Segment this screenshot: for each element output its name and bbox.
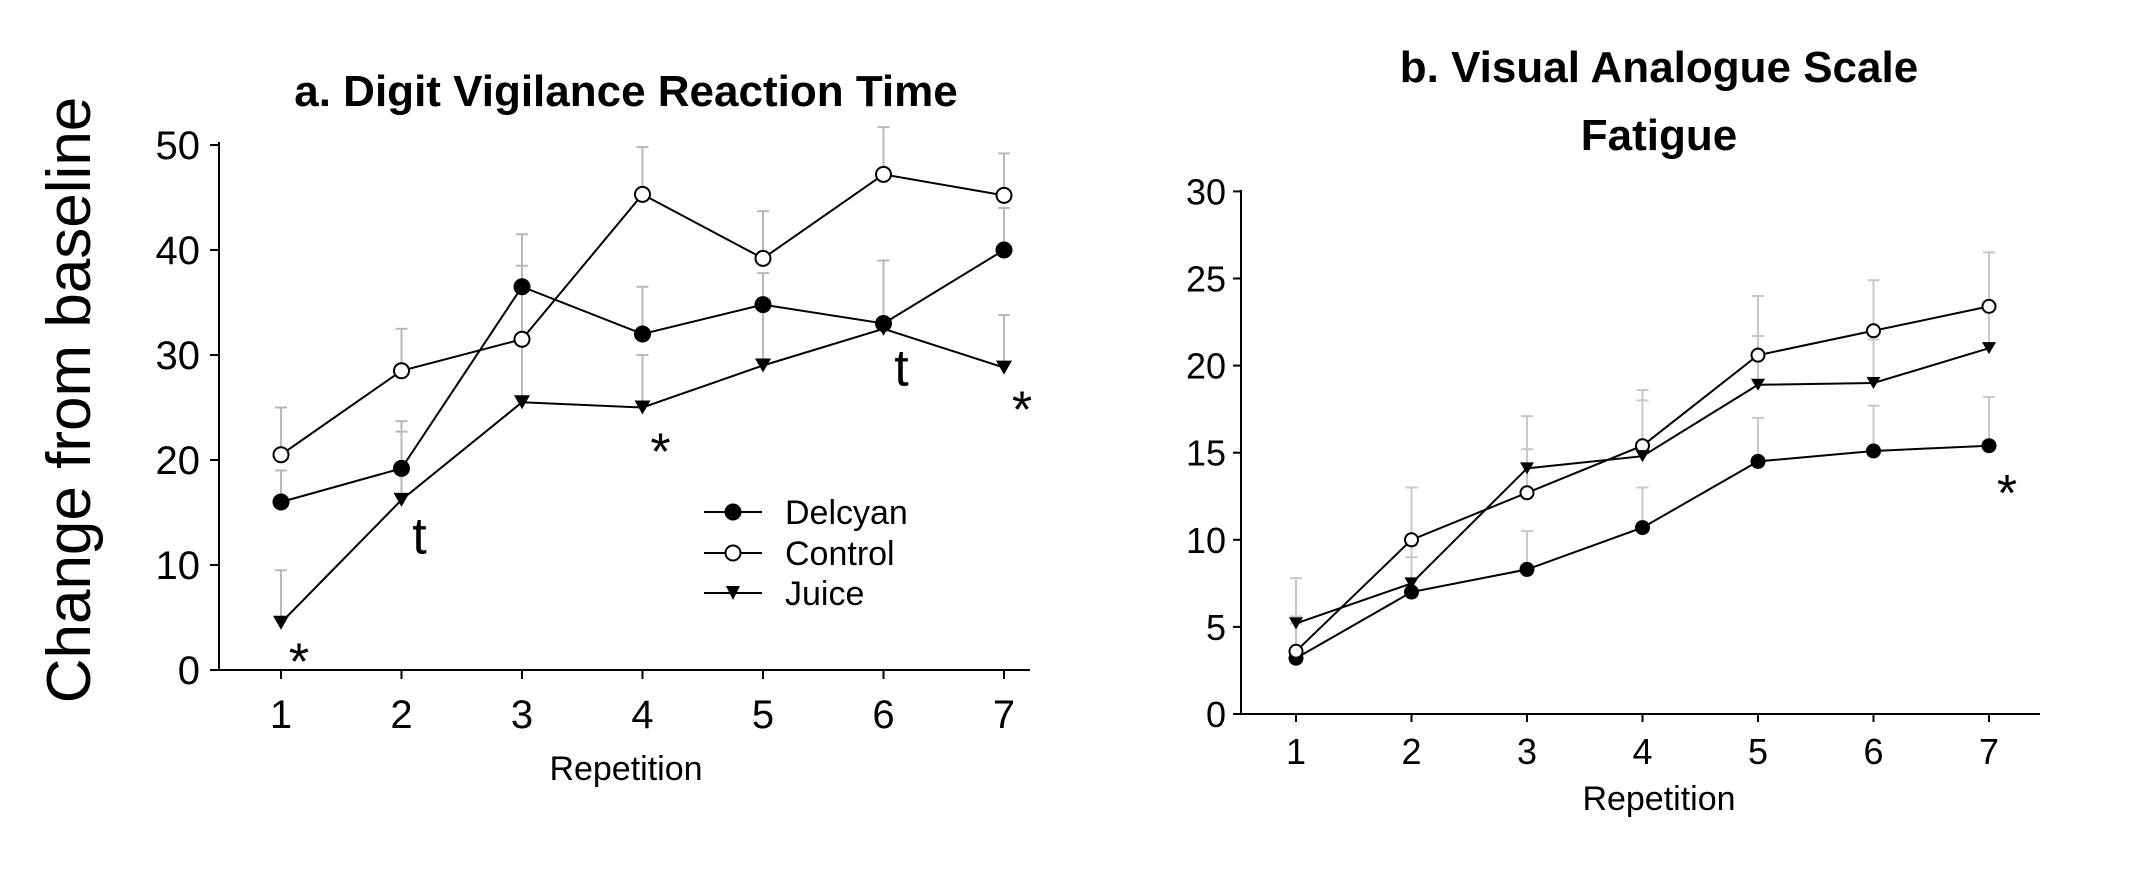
panel-b-juice-point — [1751, 378, 1765, 391]
panel-b-y-tick-label: 0 — [1206, 694, 1226, 735]
panel-a-delcyan-point — [272, 493, 290, 511]
panel-a-significance-marker: * — [289, 634, 309, 692]
panel-a-x-tick-label: 1 — [270, 693, 292, 737]
panel-a-control-point — [634, 185, 651, 203]
panel-a-significance-marker: t — [894, 340, 909, 398]
panel-b-y-tick-label: 25 — [1186, 259, 1226, 300]
legend-delcyan-label: Delcyan — [785, 494, 908, 532]
panel-b-visual-analogue-scale: b. Visual Analogue Scale Fatigue Repetit… — [1186, 43, 2040, 818]
panel-a-x-tick-label: 4 — [631, 693, 653, 737]
panel-a-y-tick-label: 50 — [156, 124, 201, 168]
panel-b-y-tick-label: 30 — [1186, 171, 1226, 212]
panel-b-control-point — [1288, 643, 1304, 659]
legend-delcyan-marker — [724, 503, 742, 521]
panel-b-x-tick-label: 6 — [1863, 731, 1883, 772]
panel-a-y-tick-label: 0 — [178, 649, 200, 693]
panel-a-control-point — [754, 249, 772, 267]
panel-a-juice-point — [393, 492, 410, 507]
panel-a-x-tick-label: 7 — [993, 693, 1015, 737]
panel-b-x-tick-label: 7 — [1979, 731, 1999, 772]
panel-a-juice-point — [996, 360, 1012, 375]
panel-a-significance-marker: t — [412, 508, 427, 566]
panel-b-delcyan-point — [1519, 561, 1535, 577]
panel-a-delcyan-point — [513, 278, 531, 296]
panel-b-x-tick-label: 1 — [1286, 731, 1306, 772]
panel-b-control-point — [1866, 323, 1881, 339]
panel-b-delcyan-point — [1635, 520, 1650, 536]
panel-a-juice-point — [634, 400, 651, 415]
panel-a-control-point — [513, 330, 531, 348]
panel-b-juice-point — [1404, 577, 1419, 590]
panel-a-x-tick-label: 3 — [511, 693, 533, 737]
panel-a-control-point — [272, 446, 290, 464]
panel-a-juice-point — [273, 615, 289, 630]
panel-b-y-tick-label: 15 — [1186, 433, 1226, 474]
panel-a-y-tick-label: 40 — [156, 229, 201, 273]
panel-a-legend: Delcyan Control Juice — [704, 494, 908, 613]
panel-b-juice-point — [1866, 377, 1881, 390]
panel-b-x-tick-label: 5 — [1748, 731, 1768, 772]
panel-b-y-tick-label: 10 — [1186, 520, 1226, 561]
panel-b-x-tick-label: 3 — [1517, 731, 1537, 772]
panel-a-x-tick-label: 5 — [752, 693, 774, 737]
legend-juice-label: Juice — [785, 575, 864, 613]
panel-a-juice-point — [514, 395, 530, 410]
panel-a-x-axis-label: Repetition — [549, 750, 702, 788]
panel-b-y-tick-label: 20 — [1186, 346, 1226, 387]
panel-b-delcyan-point — [1981, 438, 1997, 454]
panel-b-juice-point — [1289, 617, 1303, 630]
panel-a-juice-point — [755, 358, 771, 373]
legend-juice-marker — [726, 586, 740, 600]
panel-b-x-tick-label: 4 — [1632, 731, 1652, 772]
panel-a-delcyan-point — [754, 296, 772, 314]
panel-a-y-axis-label: Change from baseline — [35, 97, 104, 704]
panel-a-control-point — [875, 165, 892, 183]
panel-a-title: a. Digit Vigilance Reaction Time — [294, 67, 957, 116]
panel-b-juice-point — [1520, 462, 1534, 475]
panel-a-x-tick-label: 2 — [390, 693, 412, 737]
panel-a-control-point — [995, 186, 1013, 204]
panel-b-x-tick-label: 2 — [1401, 731, 1421, 772]
panel-b-control-point — [1750, 347, 1766, 363]
panel-a-delcyan-point — [393, 459, 410, 477]
panel-a-significance-marker: * — [1012, 382, 1032, 440]
panel-a-control-point — [393, 362, 410, 380]
panel-b-significance-marker: * — [1997, 465, 2017, 523]
panel-a-x-tick-label: 6 — [872, 693, 894, 737]
panel-b-title: b. Visual Analogue Scale — [1400, 43, 1918, 92]
legend-control-label: Control — [785, 535, 895, 573]
panel-a-juice-point — [875, 321, 892, 336]
panel-b-subtitle: Fatigue — [1581, 111, 1737, 160]
panel-b-control-point — [1981, 298, 1997, 314]
panel-b-delcyan-point — [1750, 453, 1766, 469]
panel-a-delcyan-point — [634, 325, 651, 343]
panel-a-y-tick-label: 20 — [156, 439, 201, 483]
panel-b-juice-point — [1982, 342, 1996, 355]
panel-a-y-tick-label: 10 — [156, 544, 201, 588]
panel-b-control-point — [1404, 532, 1419, 548]
legend-control-marker — [724, 544, 742, 562]
panel-b-juice-point — [1635, 450, 1650, 463]
panel-b-control-point — [1519, 485, 1535, 501]
panel-a-y-tick-label: 30 — [156, 334, 201, 378]
panel-a-delcyan-point — [995, 241, 1013, 259]
panel-b-x-axis-label: Repetition — [1582, 780, 1735, 818]
panel-b-delcyan-point — [1866, 443, 1881, 459]
panel-b-y-tick-label: 5 — [1206, 607, 1226, 648]
panel-a-digit-vigilance: a. Digit Vigilance Reaction Time Change … — [35, 67, 1032, 788]
panel-a-significance-marker: * — [650, 424, 670, 482]
